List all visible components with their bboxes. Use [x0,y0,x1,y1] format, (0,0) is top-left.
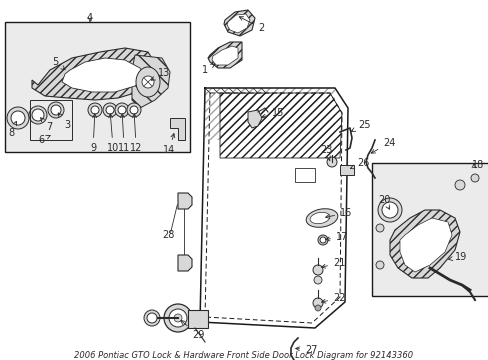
Circle shape [163,304,192,332]
Circle shape [312,298,323,308]
Circle shape [127,103,141,117]
Polygon shape [389,210,459,278]
Text: 11: 11 [118,114,130,153]
Text: 19: 19 [447,252,467,262]
Circle shape [11,111,25,125]
Polygon shape [224,10,254,36]
Circle shape [147,313,157,323]
Circle shape [313,276,321,284]
Text: 2: 2 [239,17,264,33]
Text: 13: 13 [151,68,170,80]
Circle shape [91,106,99,114]
Circle shape [29,106,47,124]
Circle shape [106,106,114,114]
Circle shape [150,316,154,320]
Circle shape [169,309,186,327]
Text: 21: 21 [321,258,345,268]
Polygon shape [62,58,145,92]
Polygon shape [212,46,238,65]
Bar [5,22,190,152]
Bar [371,163,488,296]
Text: 5: 5 [52,57,65,70]
Text: 16: 16 [325,208,351,219]
Circle shape [314,305,320,311]
Bar [294,168,314,182]
Circle shape [326,157,336,167]
Circle shape [103,103,117,117]
Polygon shape [170,118,184,140]
Polygon shape [178,193,192,209]
Circle shape [142,76,154,88]
Text: 27: 27 [295,345,317,355]
Text: 2006 Pontiac GTO Lock & Hardware Front Side Door Lock Diagram for 92143360: 2006 Pontiac GTO Lock & Hardware Front S… [74,351,413,360]
Polygon shape [399,218,451,272]
Circle shape [32,109,44,121]
Text: 9: 9 [90,114,96,153]
Circle shape [88,103,102,117]
Text: 25: 25 [350,120,370,131]
Circle shape [53,107,59,113]
Text: 20: 20 [377,195,389,209]
Text: 29: 29 [181,320,204,340]
Text: 22: 22 [321,293,345,303]
Text: 14: 14 [163,134,175,155]
Circle shape [381,202,397,218]
Polygon shape [132,55,170,108]
Text: 15: 15 [261,108,284,118]
Text: 7: 7 [41,118,52,132]
Circle shape [375,261,383,269]
Circle shape [454,180,464,190]
Circle shape [377,198,401,222]
Text: 12: 12 [130,114,142,153]
Text: 23: 23 [319,145,332,161]
Text: 17: 17 [325,232,347,242]
Circle shape [115,103,129,117]
Circle shape [130,106,138,114]
Circle shape [385,206,393,214]
Ellipse shape [136,67,160,97]
Text: 26: 26 [350,158,368,169]
Circle shape [470,174,478,182]
Text: 10: 10 [107,114,119,153]
Text: 18: 18 [471,160,483,170]
Bar [30,100,72,140]
Text: 28: 28 [162,230,174,240]
Polygon shape [32,48,158,100]
Circle shape [35,112,41,118]
Text: 4: 4 [87,13,93,23]
Circle shape [319,237,325,243]
Text: 6: 6 [38,135,50,145]
Circle shape [7,107,29,129]
Polygon shape [178,255,192,271]
Circle shape [118,106,126,114]
Circle shape [174,314,182,322]
Ellipse shape [309,212,329,224]
Text: 3: 3 [58,113,70,130]
Bar [339,165,353,175]
Polygon shape [226,14,249,33]
Text: 8: 8 [8,121,17,138]
Circle shape [48,102,64,118]
Text: 1: 1 [202,64,214,75]
Circle shape [51,105,61,115]
Ellipse shape [305,209,337,227]
Bar [187,310,207,328]
Polygon shape [247,110,262,128]
Circle shape [312,265,323,275]
Circle shape [14,114,22,122]
Circle shape [375,224,383,232]
Polygon shape [207,42,242,68]
Circle shape [317,235,327,245]
Text: 24: 24 [370,138,395,153]
Circle shape [143,310,160,326]
